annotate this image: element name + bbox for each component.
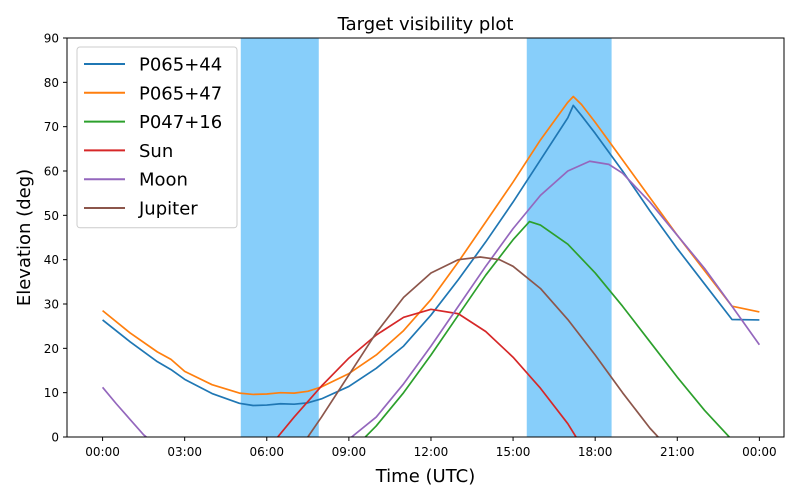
legend-label: Moon bbox=[139, 170, 188, 191]
y-tick-label: 20 bbox=[44, 342, 59, 356]
legend: P065+44 P065+47 P047+16 Sun Moon Jupiter bbox=[76, 46, 238, 229]
x-tick-label: 00:00 bbox=[85, 445, 120, 459]
x-tick-label: 03:00 bbox=[167, 445, 202, 459]
x-tick-label: 00:00 bbox=[742, 445, 777, 459]
chart-title: Target visibility plot bbox=[337, 14, 514, 35]
shaded-window-2 bbox=[526, 38, 612, 437]
y-tick-label: 30 bbox=[44, 298, 59, 312]
series-line-p065-44 bbox=[102, 104, 760, 407]
y-tick-label: 60 bbox=[44, 165, 59, 179]
axes-frame bbox=[66, 37, 785, 438]
y-tick-label: 80 bbox=[44, 76, 59, 90]
x-tick-label: 15:00 bbox=[496, 445, 531, 459]
x-tick-label: 18:00 bbox=[578, 445, 613, 459]
series-line-p065-47 bbox=[102, 95, 760, 396]
y-axis-label: Elevation (deg) bbox=[14, 169, 35, 306]
x-tick-label: 09:00 bbox=[332, 445, 367, 459]
x-tick-label: 21:00 bbox=[660, 445, 695, 459]
series-line-jupiter bbox=[307, 256, 659, 437]
series-line-sun bbox=[277, 308, 577, 437]
y-tick-label: 90 bbox=[44, 32, 59, 46]
legend-label: Jupiter bbox=[138, 199, 198, 220]
legend-label: Sun bbox=[139, 141, 173, 162]
y-tick-label: 10 bbox=[44, 386, 59, 400]
series-lines bbox=[101, 95, 761, 437]
legend-label: P047+16 bbox=[139, 112, 222, 133]
legend-label: P065+44 bbox=[139, 55, 222, 76]
y-tick-label: 40 bbox=[44, 253, 59, 267]
series-line-p047-16 bbox=[364, 220, 730, 437]
series-line-moon bbox=[101, 386, 147, 437]
y-tick-label: 70 bbox=[44, 120, 59, 134]
x-axis-label: Time (UTC) bbox=[375, 466, 476, 487]
series-line-moon-2 bbox=[351, 160, 761, 437]
y-tick-label: 0 bbox=[51, 431, 59, 445]
shaded-window-1 bbox=[240, 38, 319, 437]
legend-label: P065+47 bbox=[139, 83, 222, 104]
x-tick-label: 12:00 bbox=[414, 445, 449, 459]
plot-area: 00:00 03:00 06:00 09:00 12:00 15:00 18:00 21:00… bbox=[44, 32, 785, 459]
x-tick-label: 06:00 bbox=[249, 445, 284, 459]
y-tick-label: 50 bbox=[44, 209, 59, 223]
